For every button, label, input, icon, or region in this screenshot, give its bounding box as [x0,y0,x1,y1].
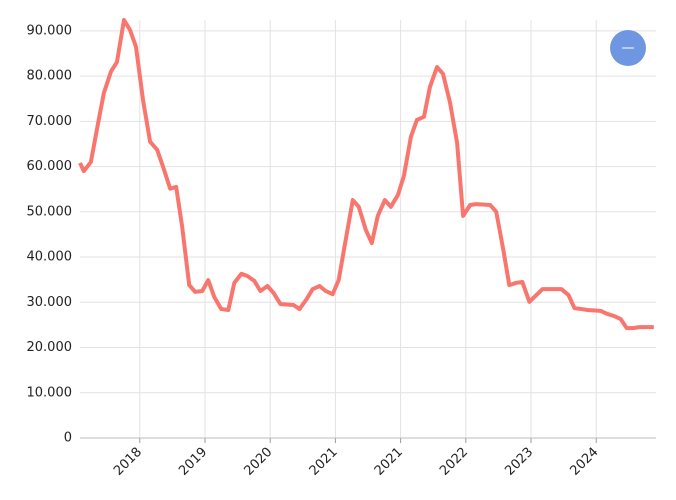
y-tick-label: 90.000 [27,23,73,38]
x-tick-label: 2021 [307,445,341,479]
y-tick-label: 60.000 [27,159,73,174]
x-tick-label: 2019 [176,445,210,479]
line-series [78,18,654,331]
toggle-button[interactable] [610,30,646,66]
x-tick-label: 2018 [111,445,145,479]
x-tick-label: 2020 [241,445,275,479]
x-tick-label: 2024 [568,445,602,479]
y-tick-label: 40.000 [27,250,73,265]
y-tick-label: 30.000 [27,295,73,310]
y-tick-label: 50.000 [27,204,73,219]
x-tick-label: 2023 [502,445,536,479]
x-tick-label: 2021 [372,445,406,479]
y-tick-label: 0 [64,431,72,446]
y-tick-label: 80.000 [27,69,73,84]
y-tick-label: 10.000 [27,385,73,400]
y-tick-label: 70.000 [27,114,73,129]
x-tick-label: 2022 [437,445,471,479]
y-tick-label: 20.000 [27,340,73,355]
